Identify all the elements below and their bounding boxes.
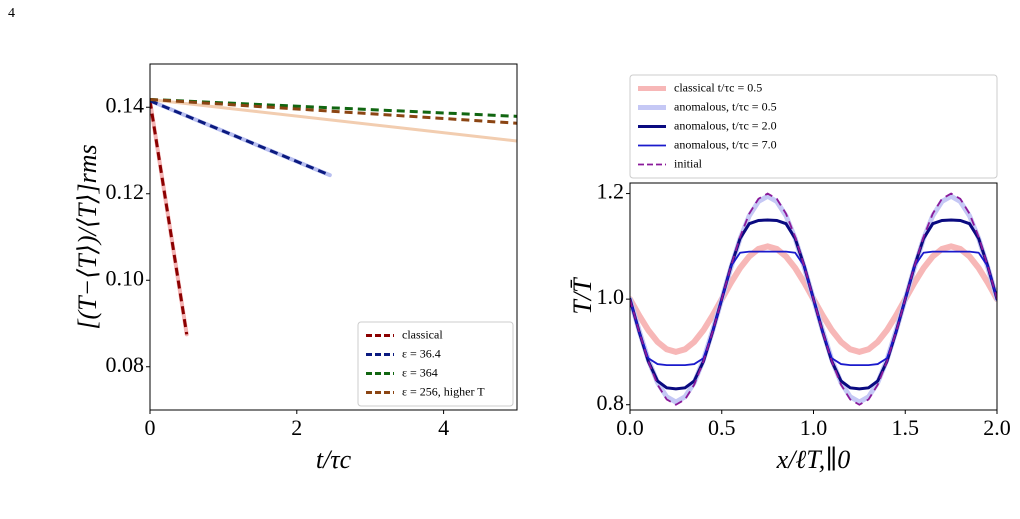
- y-tick-label: 0.10: [106, 265, 145, 290]
- legend-box: [629, 74, 998, 179]
- y-axis-label: [(T−⟨T⟩)/⟨T⟩]rms: [73, 144, 102, 329]
- y-tick-label: 0.14: [106, 92, 145, 117]
- legend-label: ε = 364: [402, 365, 438, 379]
- x-axis-label: t/τc: [316, 445, 352, 474]
- x-axis-label: x/ℓT,∥0: [776, 445, 851, 474]
- legend-label: anomalous, t/τc = 7.0: [674, 137, 777, 151]
- y-tick-label: 1.2: [597, 179, 625, 204]
- x-tick-label: 0: [145, 415, 156, 440]
- x-tick-label: 2.0: [983, 415, 1011, 440]
- legend-label: initial: [674, 156, 703, 170]
- series-line: [150, 97, 517, 118]
- series-line: [150, 97, 517, 125]
- legend-label: anomalous, t/τc = 0.5: [674, 99, 777, 113]
- plot-frame: [149, 63, 518, 411]
- legend-label: ε = 256, higher T: [402, 384, 485, 398]
- legend-label: anomalous, t/τc = 2.0: [674, 118, 777, 132]
- legend-label: classical: [402, 327, 443, 341]
- x-tick-label: 0.0: [616, 415, 644, 440]
- series-line: [150, 97, 517, 143]
- series-line: [630, 192, 997, 406]
- x-tick-label: 0.5: [708, 415, 736, 440]
- x-tick-label: 2: [291, 415, 302, 440]
- x-tick-label: 1.5: [892, 415, 920, 440]
- series-line: [630, 218, 997, 391]
- y-axis-label: T/T̄: [568, 277, 597, 315]
- series-line: [150, 100, 189, 335]
- y-tick-label: 0.08: [106, 352, 145, 377]
- x-tick-label: 4: [438, 415, 449, 440]
- y-tick-label: 0.12: [106, 179, 145, 204]
- series-line: [150, 99, 331, 177]
- legend-label: classical t/τc = 0.5: [674, 80, 762, 94]
- legend-label: ε = 36.4: [402, 346, 441, 360]
- y-tick-label: 0.8: [597, 390, 625, 415]
- page-number: 4: [8, 6, 15, 21]
- legend-box: [357, 321, 514, 407]
- y-tick-label: 1.0: [597, 284, 625, 309]
- x-tick-label: 1.0: [800, 415, 828, 440]
